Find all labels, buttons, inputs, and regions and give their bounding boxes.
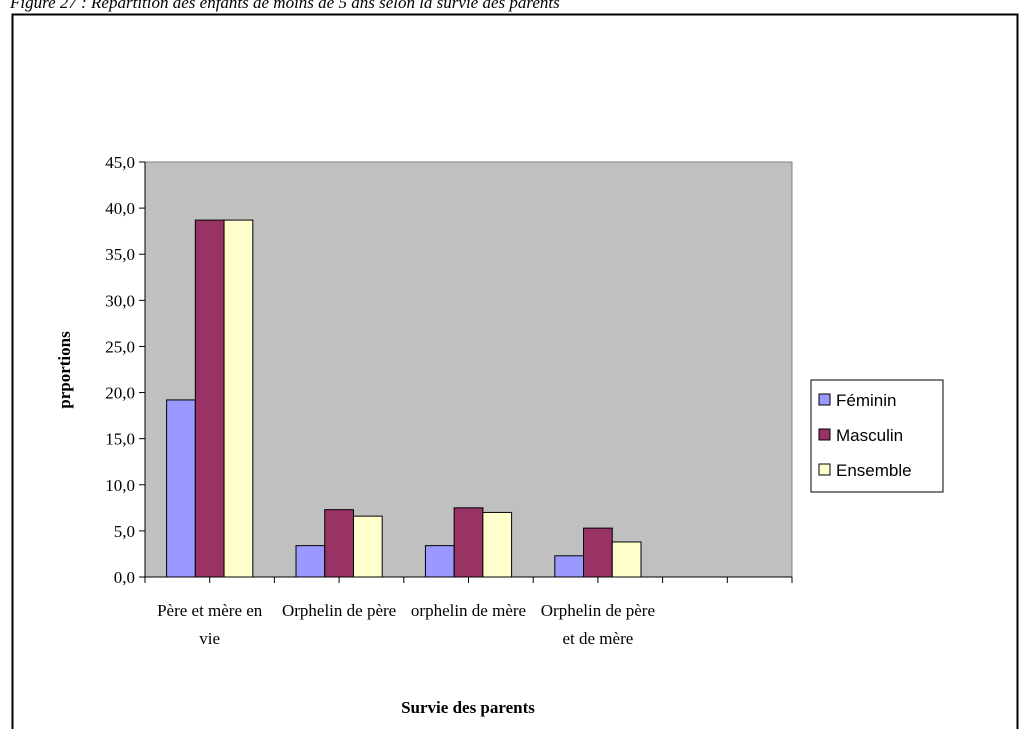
y-tick-label: 30,0 — [105, 291, 135, 310]
bar — [554, 555, 585, 578]
y-tick-label: 15,0 — [105, 430, 135, 449]
y-axis-label: prportions — [55, 331, 74, 409]
bar — [453, 507, 484, 578]
legend-label: Ensemble — [836, 461, 912, 480]
legend-swatch — [818, 428, 831, 441]
legend-swatch — [818, 393, 831, 406]
bar — [324, 509, 354, 578]
bar — [352, 515, 383, 578]
legend-box — [810, 379, 944, 493]
y-tick-label: 45,0 — [105, 153, 135, 172]
y-tick-label: 25,0 — [105, 337, 135, 356]
y-tick-label: 5,0 — [114, 522, 135, 541]
x-tick-label: orphelin de mère — [410, 601, 527, 620]
bar — [611, 541, 642, 578]
bar — [194, 219, 225, 578]
bar — [424, 545, 455, 578]
y-tick-label: 40,0 — [105, 199, 135, 218]
x-tick-label: Orphelin de père — [281, 601, 397, 620]
frame — [11, 13, 1019, 729]
legend-label: Masculin — [836, 426, 903, 445]
legend-swatch — [818, 463, 831, 476]
bar — [166, 399, 196, 578]
bar — [583, 527, 613, 578]
x-tick-label: Père et mère en vie — [157, 601, 263, 648]
bar — [223, 219, 254, 578]
y-tick-label: 35,0 — [105, 245, 135, 264]
bar — [482, 511, 513, 578]
legend-label: Féminin — [836, 391, 896, 410]
x-axis-label: Survie des parents — [401, 698, 535, 717]
bar — [295, 545, 326, 578]
y-tick-label: 20,0 — [105, 384, 135, 403]
x-tick-label: Orphelin de père et de mère — [540, 601, 655, 648]
y-tick-label: 10,0 — [105, 476, 135, 495]
y-tick-label: 0,0 — [114, 568, 135, 587]
chart-title: Figure 27 : Répartition des enfants de m… — [9, 0, 560, 12]
